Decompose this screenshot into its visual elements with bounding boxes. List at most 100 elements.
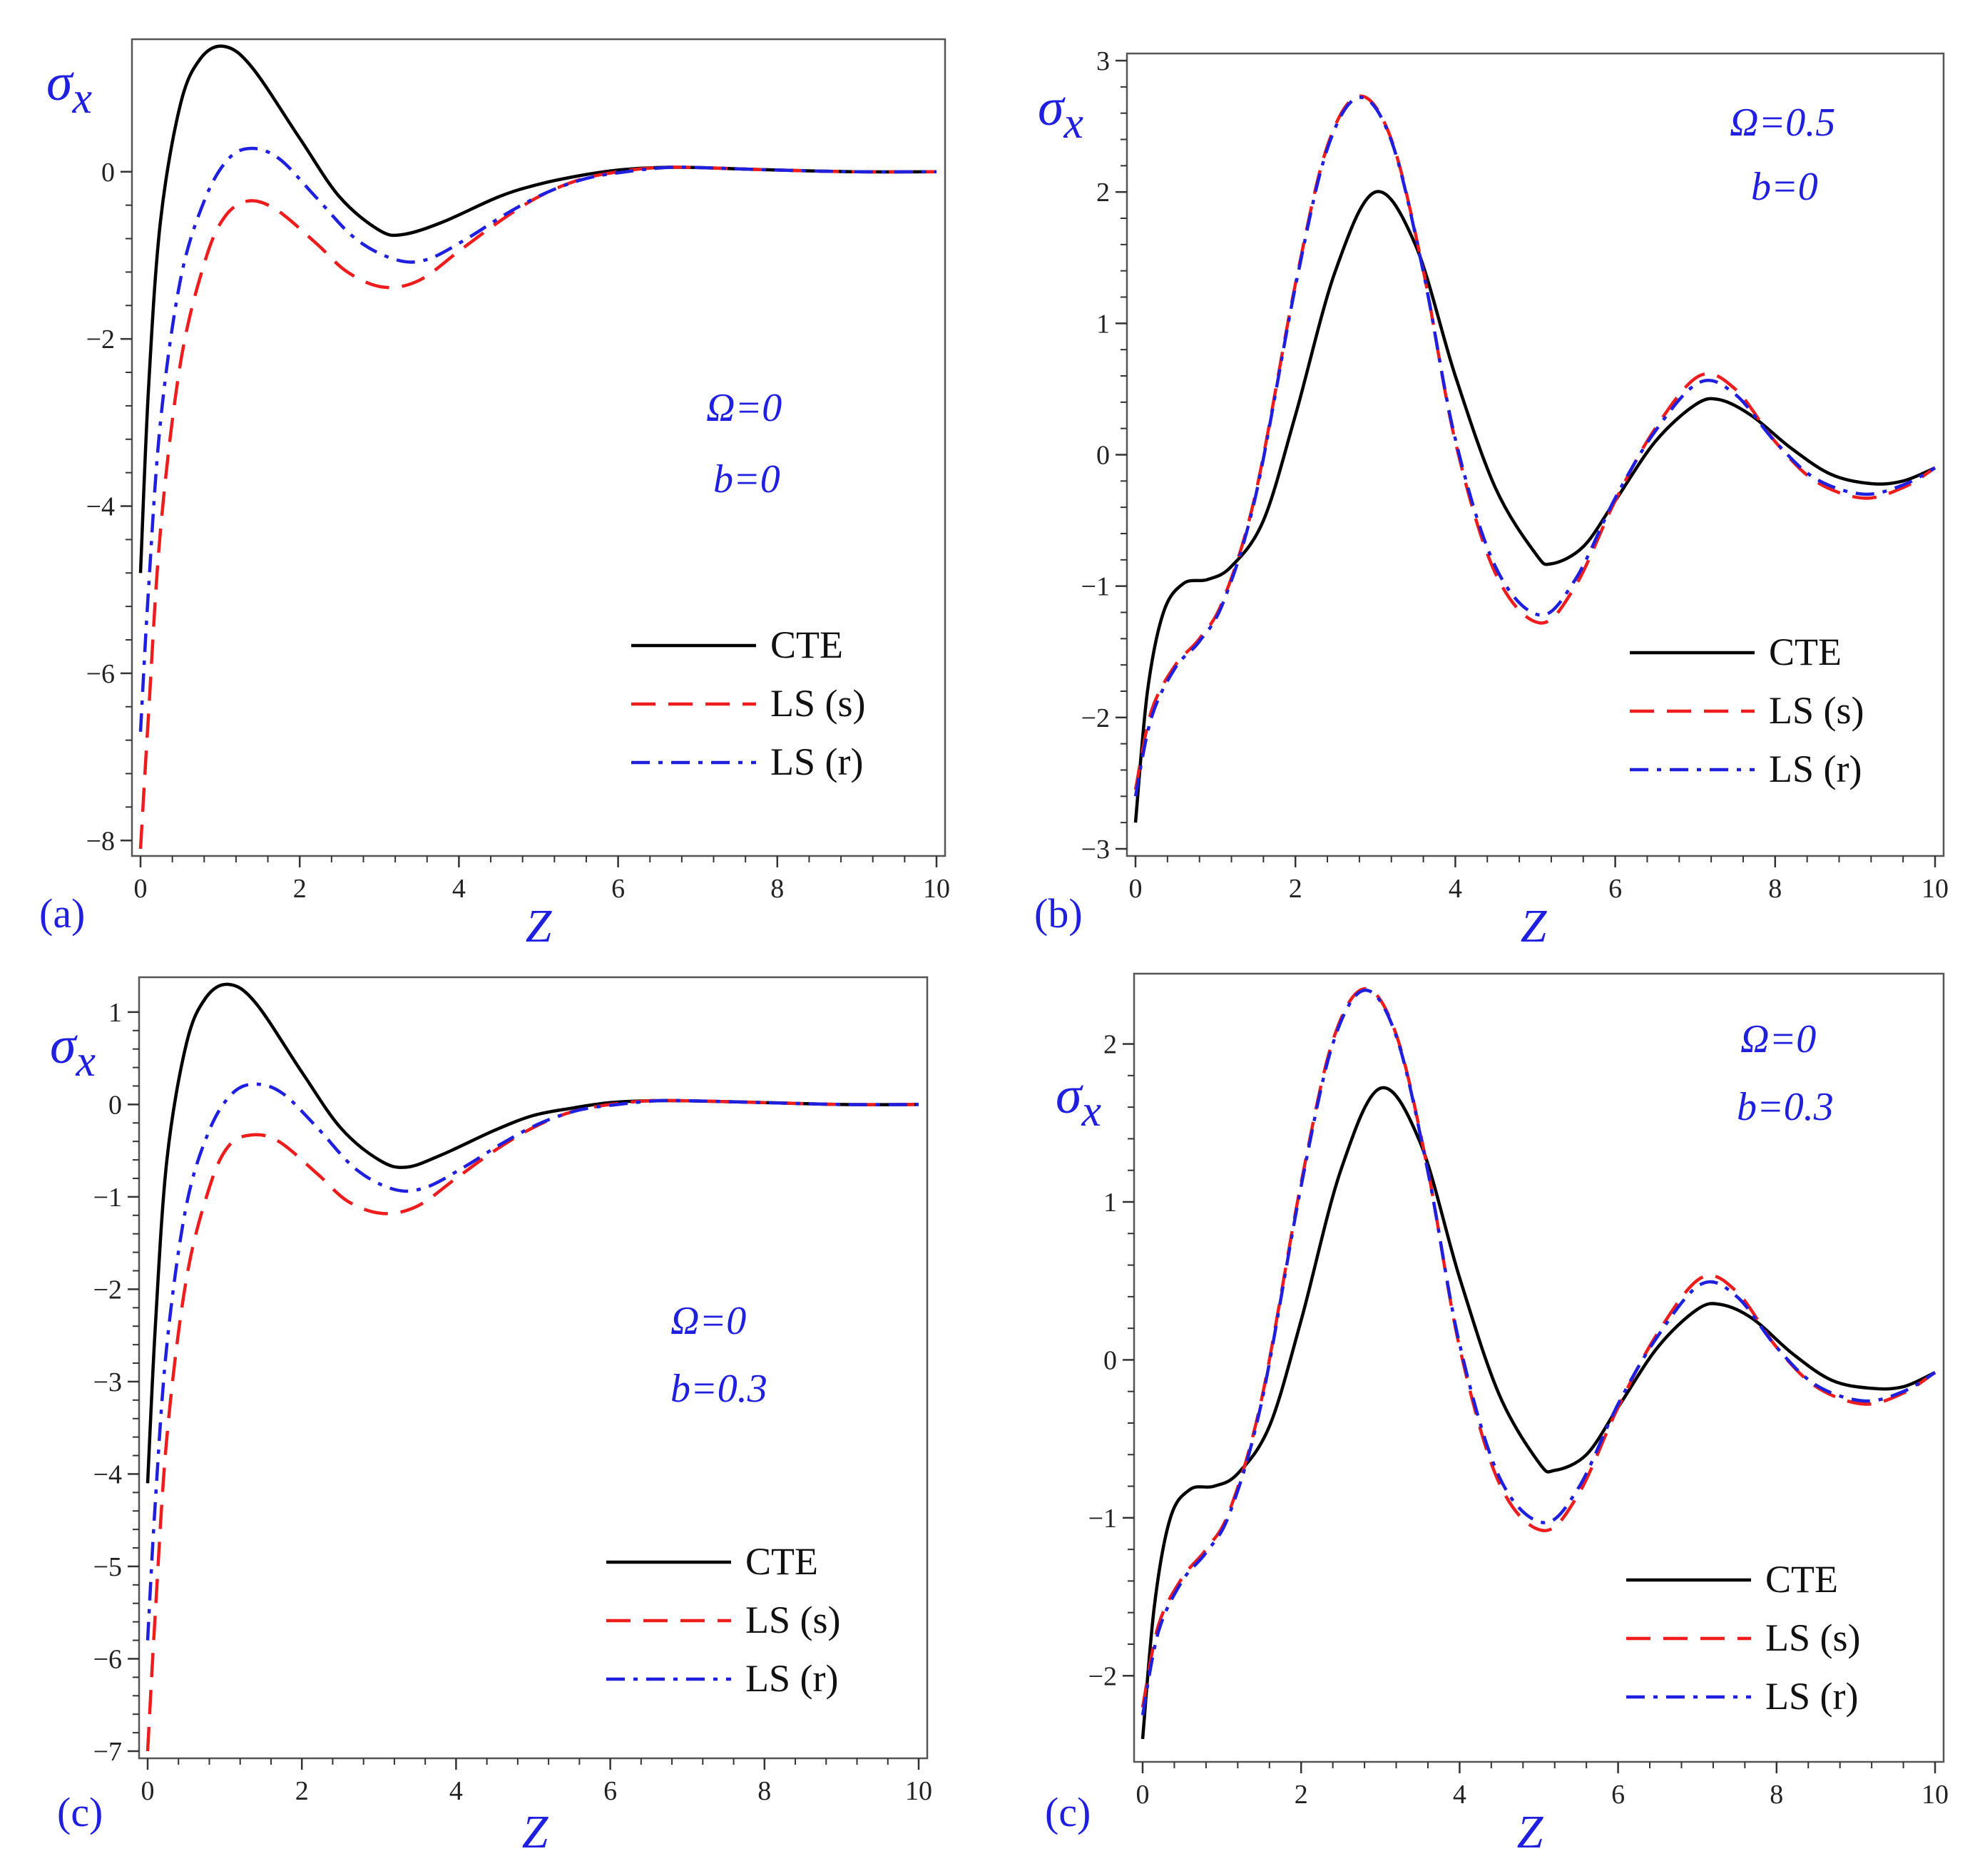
legend-entry: LS (s)	[745, 1599, 841, 1641]
y-tick-label: 2	[1096, 178, 1110, 208]
legend-entry: CTE	[745, 1540, 818, 1583]
panel-label: (a)	[39, 890, 85, 937]
plot-frame	[1133, 972, 1945, 1763]
x-axis-label: Z	[526, 900, 553, 952]
x-tick-label: 10	[1922, 1780, 1949, 1810]
x-tick-label: 6	[1611, 1780, 1625, 1810]
x-tick-label: 0	[1136, 1780, 1150, 1810]
series-line-ls-r	[146, 1082, 919, 1641]
x-tick-label: 10	[905, 1776, 932, 1806]
x-axis-label: Z	[522, 1806, 549, 1858]
x-tick-label: 0	[1129, 874, 1143, 904]
y-tick-label: −3	[1081, 835, 1110, 865]
x-tick-label: 8	[1768, 874, 1782, 904]
series-line-ls-s	[1140, 987, 1936, 1708]
parameter-annotation: Ω=0.5	[1730, 101, 1835, 145]
legend: CTE LS (s) LS (r)	[1626, 1558, 1861, 1718]
series-line-ls-s	[146, 1098, 919, 1752]
y-tick-label: 2	[1103, 1030, 1117, 1060]
y-tick-label: −2	[86, 325, 115, 355]
y-tick-label: −6	[86, 659, 115, 689]
parameter-annotation: Ω=0	[670, 1299, 746, 1343]
y-axis-label-subscript: x	[1063, 99, 1084, 148]
y-axis-label-subscript: x	[76, 1037, 96, 1086]
y-tick-label: −2	[93, 1275, 122, 1305]
legend-entry: CTE	[1769, 631, 1842, 673]
y-tick-label: 1	[1096, 309, 1110, 339]
x-axis-label: Z	[1517, 1806, 1544, 1858]
y-tick-label: −4	[86, 492, 115, 522]
legend-entry: LS (s)	[1769, 689, 1864, 732]
plot-frame	[138, 976, 929, 1760]
y-tick-label: 1	[108, 998, 122, 1028]
x-tick-label: 4	[449, 1776, 463, 1806]
y-tick-label: 0	[1103, 1345, 1117, 1375]
legend: CTE LS (s) LS (r)	[631, 623, 866, 783]
y-axis-label-subscript: x	[72, 74, 93, 123]
series-line-ls-r	[1140, 989, 1936, 1716]
y-tick-label: 0	[1096, 441, 1110, 471]
legend-entry: LS (r)	[745, 1657, 838, 1700]
series-line-cte	[146, 982, 919, 1484]
y-tick-label: −8	[86, 826, 115, 856]
parameter-annotation: b=0	[713, 457, 780, 501]
chart-panel-3: 0 2 4 6 8 10 −7 −6 −5 −4 −3 −2 −1 0 1 σx Z (c) Ω=0 b=0.3 CTE…	[50, 976, 932, 1858]
y-tick-label: 0	[108, 1090, 122, 1120]
legend: CTE LS (s) LS (r)	[606, 1540, 841, 1700]
y-axis-label-subscript: x	[1081, 1087, 1102, 1136]
plot-frame	[131, 38, 946, 857]
y-tick-label: −3	[93, 1367, 122, 1397]
legend-entry: LS (r)	[1769, 748, 1862, 790]
x-tick-label: 2	[1295, 1780, 1308, 1810]
x-tick-label: 8	[770, 874, 784, 904]
x-tick-label: 2	[293, 874, 307, 904]
x-tick-label: 2	[1289, 874, 1302, 904]
panel-label: (c)	[57, 1789, 103, 1835]
panel-label: (b)	[1034, 890, 1083, 937]
x-tick-label: 6	[603, 1776, 617, 1806]
x-tick-label: 10	[923, 874, 950, 904]
parameter-annotation: Ω=0	[706, 386, 782, 430]
parameter-annotation: b=0	[1751, 165, 1818, 209]
y-tick-label: −4	[93, 1459, 122, 1489]
x-axis-label: Z	[1521, 900, 1548, 952]
y-tick-label: −7	[93, 1737, 122, 1767]
y-tick-label: 3	[1096, 46, 1110, 76]
x-tick-label: 4	[1453, 1780, 1466, 1810]
legend-entry: LS (r)	[1765, 1675, 1858, 1718]
plot-frame	[1126, 52, 1945, 857]
y-tick-label: −6	[93, 1644, 122, 1674]
y-tick-label: −1	[1088, 1504, 1117, 1534]
legend-entry: LS (r)	[770, 740, 863, 783]
legend-entry: CTE	[770, 623, 843, 666]
y-tick-label: 0	[101, 158, 115, 188]
y-axis-label: σx	[50, 1016, 96, 1086]
x-tick-label: 0	[141, 1776, 155, 1806]
parameter-annotation: b=0.3	[1737, 1085, 1834, 1129]
series-line-ls-r	[138, 146, 937, 733]
x-tick-label: 6	[611, 874, 625, 904]
x-tick-label: 10	[1922, 874, 1949, 904]
legend-entry: LS (s)	[770, 682, 866, 725]
x-tick-label: 8	[757, 1776, 771, 1806]
y-tick-label: 1	[1103, 1188, 1117, 1218]
panel-label: (c)	[1045, 1789, 1091, 1835]
series-line-cte	[138, 44, 937, 573]
y-tick-label: −1	[93, 1183, 122, 1213]
x-tick-label: 6	[1608, 874, 1622, 904]
chart-panel-2: 0 2 4 6 8 10 −3 −2 −1 0 1 2 3 σx Z (b) Ω=0.5 b=0 CTE LS (s)…	[1034, 46, 1949, 952]
x-tick-label: 4	[452, 874, 466, 904]
y-tick-label: −1	[1081, 572, 1110, 602]
y-axis-label: σx	[1056, 1066, 1102, 1136]
y-tick-label: −5	[93, 1552, 122, 1582]
y-axis-label: σx	[1038, 78, 1084, 148]
x-tick-label: 4	[1449, 874, 1462, 904]
parameter-annotation: b=0.3	[670, 1367, 767, 1411]
x-tick-label: 0	[134, 874, 148, 904]
y-tick-label: −2	[1088, 1661, 1117, 1691]
chart-panel-1: 0 2 4 6 8 10 −8 −6 −4 −2 0 σx Z (a) Ω=0 b=0 CTE LS (s) LS …	[39, 38, 950, 952]
series-line-ls-r	[1133, 96, 1936, 797]
y-axis-label: σx	[46, 53, 93, 123]
